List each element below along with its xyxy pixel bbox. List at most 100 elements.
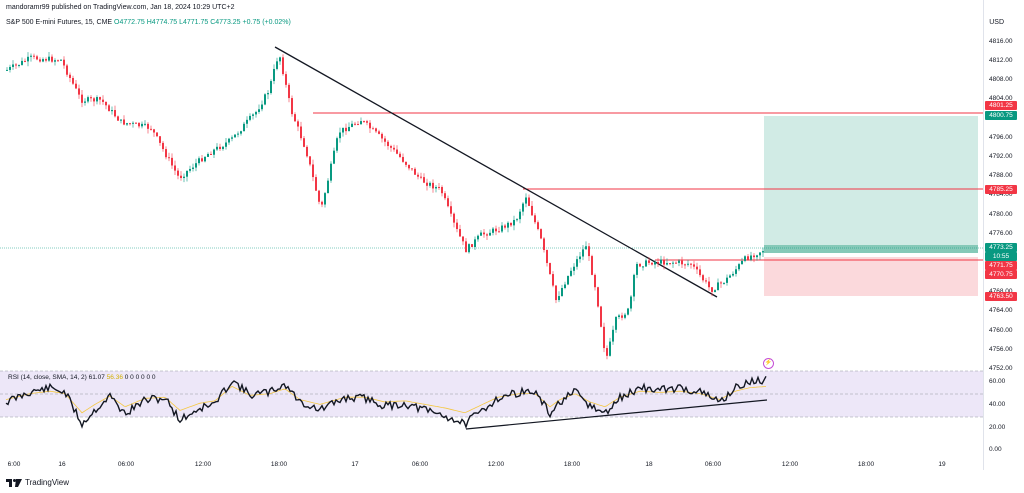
price-tick: 4804.00	[989, 95, 1013, 102]
candle-body	[24, 60, 26, 62]
candle-body	[594, 274, 596, 288]
rsi-legend[interactable]: RSI (14, close, SMA, 14, 2) 61.07 56.36 …	[8, 374, 156, 381]
candle-body	[177, 170, 179, 176]
candle-body	[69, 74, 71, 78]
candle-body	[636, 263, 638, 275]
candle-body	[213, 149, 215, 155]
candle-body	[387, 141, 389, 147]
candle-body	[360, 121, 362, 125]
candle-body	[546, 250, 548, 264]
candle-body	[297, 121, 299, 127]
currency-label[interactable]: USD	[989, 19, 1004, 26]
candle-body	[492, 228, 494, 233]
candle-body	[564, 284, 566, 289]
candle-body	[237, 133, 239, 135]
candle-body	[225, 142, 227, 147]
candle-body	[570, 270, 572, 276]
time-tick: 18:00	[270, 461, 288, 468]
candle-body	[345, 127, 347, 132]
candle-body	[597, 287, 599, 307]
candle-body	[675, 262, 677, 264]
candle-body	[759, 252, 761, 256]
price-tick: 4816.00	[989, 38, 1013, 45]
candle-body	[678, 260, 680, 263]
candle-body	[57, 60, 59, 62]
candle-body	[108, 105, 110, 112]
candle-body	[414, 168, 416, 175]
candle-body	[657, 262, 659, 264]
price-tick: 4764.00	[989, 307, 1013, 314]
candle-body	[336, 138, 338, 151]
candle-body	[135, 122, 137, 124]
candle-body	[696, 266, 698, 270]
candle-body	[96, 97, 98, 102]
candle-body	[429, 182, 431, 186]
candle-body	[426, 182, 428, 186]
candle-body	[159, 136, 161, 143]
candle-body	[525, 197, 527, 204]
brand-name: TradingView	[25, 478, 70, 487]
candle-body	[12, 64, 14, 67]
candle-body	[762, 251, 764, 253]
candle-body	[411, 168, 413, 170]
candle-body	[42, 59, 44, 62]
candle-body	[36, 56, 38, 60]
candle-body	[180, 175, 182, 179]
candle-body	[522, 203, 524, 212]
candle-body	[168, 157, 170, 159]
candle-body	[306, 146, 308, 157]
candle-body	[366, 121, 368, 123]
candle-body	[684, 264, 686, 266]
time-tick: 18:00	[857, 461, 875, 468]
candle-body	[84, 101, 86, 103]
price-tick: 4752.00	[989, 365, 1013, 372]
candle-body	[186, 170, 188, 177]
candle-body	[219, 146, 221, 150]
candle-body	[588, 246, 590, 257]
rsi-value: 61.07	[88, 374, 105, 381]
symbol-name: S&P 500 E-mini Futures, 15, CME	[6, 19, 113, 26]
candle-body	[384, 138, 386, 142]
candle-body	[123, 119, 125, 125]
candle-body	[33, 55, 35, 57]
candle-body	[369, 122, 371, 129]
candle-body	[624, 314, 626, 318]
candle-body	[138, 122, 140, 127]
time-tick: 19	[938, 461, 946, 468]
candle-body	[165, 149, 167, 158]
candle-body	[408, 164, 410, 169]
candle-body	[471, 244, 473, 247]
candle-body	[456, 222, 458, 230]
candle-body	[729, 275, 731, 278]
candle-body	[552, 274, 554, 286]
candle-body	[438, 186, 440, 188]
brand-footer[interactable]: TradingView	[6, 478, 69, 487]
candle-body	[666, 263, 668, 265]
candle-body	[504, 225, 506, 228]
price-tick: 4768.00	[989, 288, 1013, 296]
candle-body	[738, 264, 740, 270]
candle-body	[498, 231, 500, 233]
time-tick: 12:00	[781, 461, 799, 468]
candle-body	[432, 182, 434, 189]
lightning-icon[interactable]: ⚡	[763, 358, 774, 369]
price-tick: 4784.00	[989, 191, 1013, 198]
time-tick: 06:00	[117, 461, 135, 468]
rsi-zeros: 0 0 0 0 0 0	[124, 374, 156, 381]
entry-price-tag: 4771.75	[985, 261, 1017, 270]
candle-body	[144, 123, 146, 125]
rsi-line	[5, 375, 767, 430]
candle-body	[255, 111, 257, 115]
candle-body	[480, 232, 482, 236]
candle-body	[111, 110, 113, 112]
candle-body	[390, 146, 392, 148]
tradingview-logo-icon	[6, 478, 22, 487]
candle-body	[621, 315, 623, 318]
candle-body	[483, 232, 485, 235]
candle-body	[705, 280, 707, 282]
time-tick: 16	[58, 461, 66, 468]
candle-body	[549, 263, 551, 275]
candle-body	[708, 281, 710, 288]
price-axis[interactable]	[983, 0, 1024, 470]
